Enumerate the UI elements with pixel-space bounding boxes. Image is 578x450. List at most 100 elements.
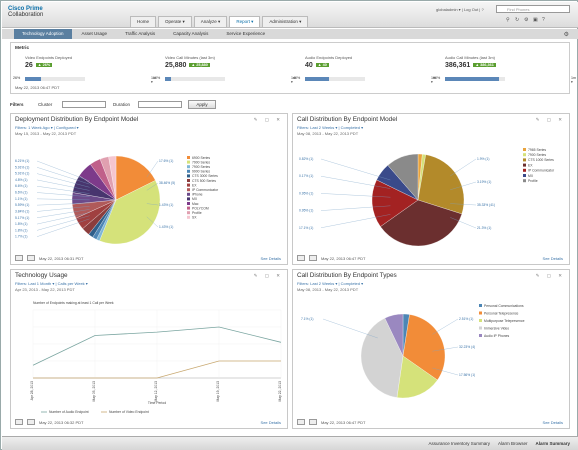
chart-view-icon[interactable]: [15, 419, 23, 425]
filter-value[interactable]: Last 2 Weeks ▾ | Completed ▾: [310, 125, 364, 130]
data-label: 1.8% (1): [15, 222, 27, 226]
panel-filter[interactable]: Filters: 1 Week Ago ▾ | Configured ▾: [15, 125, 79, 130]
metric-period-select[interactable]: 1m ▾: [291, 76, 296, 84]
table-view-icon[interactable]: [27, 255, 35, 261]
pie-slice[interactable]: [396, 355, 438, 399]
nav-item[interactable]: Report ▾: [229, 16, 261, 27]
pie-slice[interactable]: [99, 180, 161, 245]
legend-entry: Personal Communications: [484, 304, 524, 308]
pie-slice[interactable]: [371, 179, 419, 227]
chart-view-icon[interactable]: [297, 419, 305, 425]
pie-slice[interactable]: [402, 314, 446, 381]
search-input[interactable]: Find Phones: [496, 5, 570, 13]
see-details-link[interactable]: See Details: [542, 256, 563, 261]
subtab[interactable]: Service Experience: [226, 31, 266, 36]
subtab[interactable]: Capacity Analysis: [173, 31, 209, 36]
gear-icon[interactable]: ⚙: [563, 32, 569, 38]
metric-value: 25,880 ▲ 25,880: [165, 62, 295, 69]
panel-filter[interactable]: Filters: Last 2 Weeks ▾ | Completed ▾: [297, 125, 363, 130]
metric-change-badge: ▲ 26%: [35, 63, 53, 68]
subtab[interactable]: Asset Usage: [81, 31, 108, 36]
legend-entry: SX: [192, 216, 197, 220]
status-link[interactable]: Alarm Browser: [497, 441, 528, 446]
pie-slice[interactable]: [417, 154, 465, 215]
subtab[interactable]: Traffic Analysis: [125, 31, 156, 36]
settings-icon[interactable]: ⚙: [524, 17, 529, 23]
legend-swatch: [479, 334, 482, 337]
refresh-icon[interactable]: ↻: [515, 17, 520, 23]
filter-icon[interactable]: ⚲: [506, 17, 510, 23]
chart-view-icon[interactable]: [297, 255, 305, 261]
leader-line: [432, 346, 459, 352]
pie-slice[interactable]: [115, 155, 156, 201]
legend-swatch: [523, 153, 526, 157]
user-menu[interactable]: globaladmin ▾ | Log Out | ?: [436, 7, 484, 12]
filter-value[interactable]: Last 2 Weeks ▾ | Completed ▾: [310, 281, 364, 286]
panel-filter[interactable]: Filters: Last 2 Weeks ▾ | Completed ▾: [297, 281, 363, 286]
duration-select[interactable]: [138, 101, 182, 108]
leader-line: [450, 158, 477, 177]
leader-line: [432, 367, 459, 376]
legend-entry: EX: [192, 183, 197, 187]
filter-value[interactable]: Last 1 Month ▾ | Calls per Week ▾: [28, 281, 88, 286]
panel-actions[interactable]: ✎ ▢ ✕: [253, 273, 283, 278]
data-label: 21.3% (1): [477, 226, 491, 230]
legend-entry: Profile: [528, 179, 538, 183]
see-details-link[interactable]: See Details: [260, 420, 281, 425]
cluster-select[interactable]: [62, 101, 106, 108]
leader-line: [36, 167, 90, 185]
legend-swatch: [479, 326, 482, 330]
see-details-link[interactable]: See Details: [542, 420, 563, 425]
pie-slice[interactable]: [108, 155, 117, 201]
panel-actions[interactable]: ✎ ▢ ✕: [535, 273, 565, 278]
apply-button[interactable]: Apply: [188, 100, 216, 109]
table-view-icon[interactable]: [27, 419, 35, 425]
pie-slice[interactable]: [387, 153, 419, 201]
legend-swatch: [523, 179, 526, 183]
nav-item[interactable]: Home: [130, 16, 157, 27]
table-view-icon[interactable]: [309, 255, 317, 261]
metric-period-select[interactable]: 1m ▾: [151, 76, 156, 84]
table-view-icon[interactable]: [309, 419, 317, 425]
monitor-icon[interactable]: ▣: [533, 17, 538, 23]
leader-line: [36, 212, 90, 225]
status-link[interactable]: Assurance Inventory Summary: [428, 441, 490, 446]
nav-item[interactable]: Analyze ▾: [193, 16, 228, 27]
panel-footer: May 22, 2013 06:31 PDT: [15, 255, 83, 261]
subtab[interactable]: Technology Adoption: [14, 29, 72, 39]
legend-swatch: [187, 197, 190, 201]
footer-date: May 22, 2013 06:47 PDT: [321, 255, 366, 261]
series-line[interactable]: [32, 326, 282, 366]
footer-date: May 22, 2013 06:32 PDT: [39, 419, 84, 425]
metric-label: Video Endpoints Deployed: [25, 55, 73, 60]
call-distribution-types-panel: Call Distribution By Endpoint Types ✎ ▢ …: [292, 269, 570, 429]
x-tick-label: May 22, 2013: [278, 381, 282, 402]
data-label: 35.33% (41): [477, 203, 495, 207]
status-link[interactable]: Alarm Summary: [535, 441, 570, 446]
legend-entry: CTS 3000 Series: [192, 174, 218, 178]
legend-entry: 7900 Series: [192, 160, 210, 164]
legend-swatch: [523, 163, 526, 167]
panel-actions[interactable]: ✎ ▢ ✕: [535, 117, 565, 122]
footer-date: May 22, 2013 06:31 PDT: [39, 255, 84, 261]
series-line[interactable]: [33, 360, 281, 379]
help-icon[interactable]: ?: [542, 17, 545, 23]
legend-swatch: [187, 156, 190, 159]
chart-view-icon[interactable]: [15, 255, 23, 261]
pie-slice[interactable]: [384, 313, 404, 357]
filter-value[interactable]: 1 Week Ago ▾ | Configured ▾: [28, 125, 79, 130]
pie-slice[interactable]: [360, 317, 404, 398]
nav-item[interactable]: Administration ▾: [262, 16, 309, 27]
see-details-link[interactable]: See Details: [260, 256, 281, 261]
metric-period-select[interactable]: 1m ▾: [431, 76, 436, 84]
nav-item[interactable]: Operate ▾: [158, 16, 192, 27]
legend-swatch: [523, 174, 526, 177]
pie-slice[interactable]: [380, 199, 463, 247]
legend-entry: 6900 Series: [192, 156, 210, 160]
legend-entry: EX: [528, 163, 533, 167]
data-label: 0.82% (1): [299, 157, 313, 161]
panel-filter[interactable]: Filters: Last 1 Month ▾ | Calls per Week…: [15, 281, 88, 286]
panel-actions[interactable]: ✎ ▢ ✕: [253, 117, 283, 122]
metric-period-select[interactable]: 1m ▾: [571, 76, 576, 84]
